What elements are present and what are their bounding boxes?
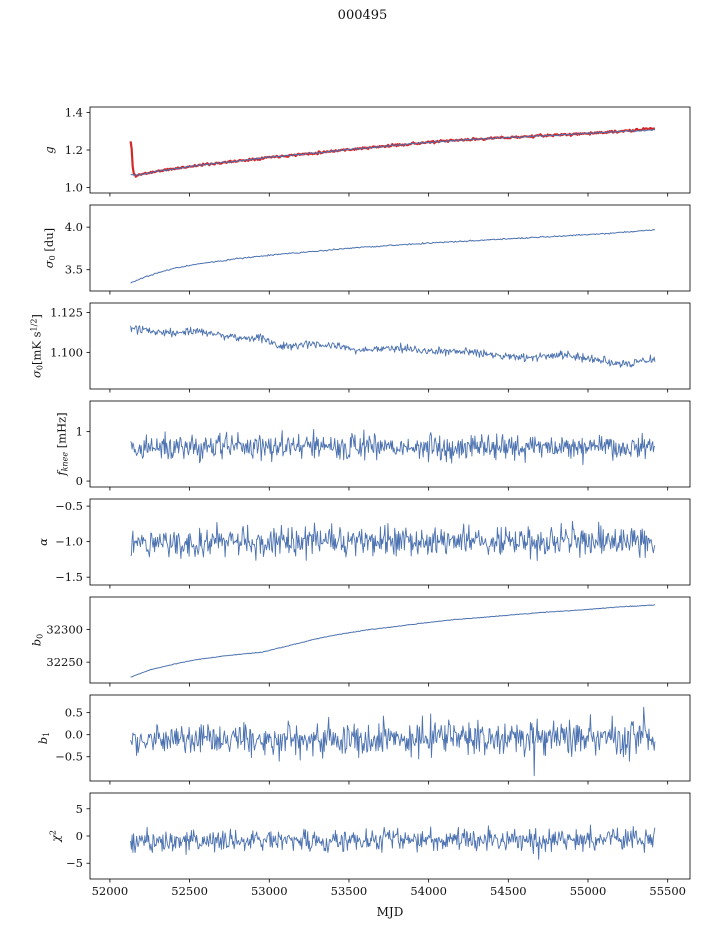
axes-box [89, 400, 691, 488]
panel-sigma0-mks: 1.100 1.125 σ0[mK s1/2] [30, 302, 691, 393]
y-tick-label: 0 [76, 474, 83, 488]
series-alpha [130, 520, 656, 561]
y-tick-label: −0.5 [55, 499, 83, 513]
x-axis-label: MJD [376, 905, 404, 919]
series-chi2 [130, 824, 656, 860]
panel-g: 1.0 1.2 1.4 g [42, 106, 691, 197]
x-tick-label: 54500 [490, 884, 527, 898]
y-tick-label: −5 [66, 856, 83, 870]
y-tick-label: −0.5 [55, 750, 83, 764]
y-tick-label: 1.125 [50, 306, 83, 320]
x-tick-label: 55500 [649, 884, 686, 898]
series-b1 [130, 706, 656, 777]
x-tick-label: 53500 [331, 884, 368, 898]
y-axis-label-alpha: α [36, 538, 50, 546]
y-tick-label: 1 [76, 425, 83, 439]
y-axis-label-chi2: χ2 [48, 830, 62, 843]
y-axis-label-b1: b1 [36, 732, 51, 744]
series-b0 [130, 604, 656, 678]
y-tick-label: 3.5 [65, 263, 83, 277]
x-tick-label: 55000 [570, 884, 607, 898]
panel-chi2: 52000 52500 53000 53500 54000 54500 55000 55500… [48, 792, 691, 898]
panel-sigma0-du: 3.5 4.0 σ0 [du] [42, 204, 691, 295]
y-tick-label: 1.4 [65, 106, 83, 120]
axes-box [89, 596, 691, 684]
y-axis-label-f-knee: fknee [mHz] [55, 412, 70, 476]
axes-box [89, 302, 691, 390]
panel-alpha: −1.5 −1.0 −0.5 α [36, 498, 691, 589]
y-tick-label: 1.100 [50, 345, 83, 359]
x-tick-label: 54000 [410, 884, 447, 898]
x-tick-label: 53000 [251, 884, 288, 898]
y-tick-label: 0 [76, 829, 83, 843]
y-tick-label: 4.0 [65, 220, 83, 234]
series-g-fit [130, 129, 656, 176]
y-axis-label-b0: b0 [30, 634, 45, 646]
axes-box [89, 694, 691, 782]
panel-f-knee: 0 1 fknee [mHz] [55, 400, 691, 491]
panel-b1: −0.5 0.0 0.5 b1 [36, 694, 691, 785]
y-tick-label: 0.0 [65, 728, 83, 742]
y-tick-label: −1.0 [55, 535, 83, 549]
x-tick-label: 52500 [171, 884, 208, 898]
y-tick-label: 32250 [46, 655, 83, 669]
series-sigma0-mks [130, 325, 656, 368]
y-tick-label: 0.5 [65, 706, 83, 720]
y-tick-label: 5 [76, 802, 83, 816]
y-tick-label: −1.5 [55, 570, 83, 584]
y-axis-label-g: g [42, 146, 56, 153]
series-f-knee [130, 428, 656, 466]
y-tick-label: 1.0 [65, 180, 83, 194]
y-axis-label-sigma0-mks: σ0[mK s1/2] [30, 314, 45, 378]
y-axis-label-sigma0-du: σ0 [du] [42, 228, 57, 268]
y-tick-label: 1.2 [65, 143, 83, 157]
series-g-raw [129, 127, 655, 178]
axes-box [89, 204, 691, 292]
series-sigma0-du [130, 229, 655, 284]
x-tick-label: 52000 [92, 884, 129, 898]
figure-title: 000495 [337, 8, 388, 23]
axes-box [89, 106, 691, 194]
y-tick-label: 32300 [46, 623, 83, 637]
